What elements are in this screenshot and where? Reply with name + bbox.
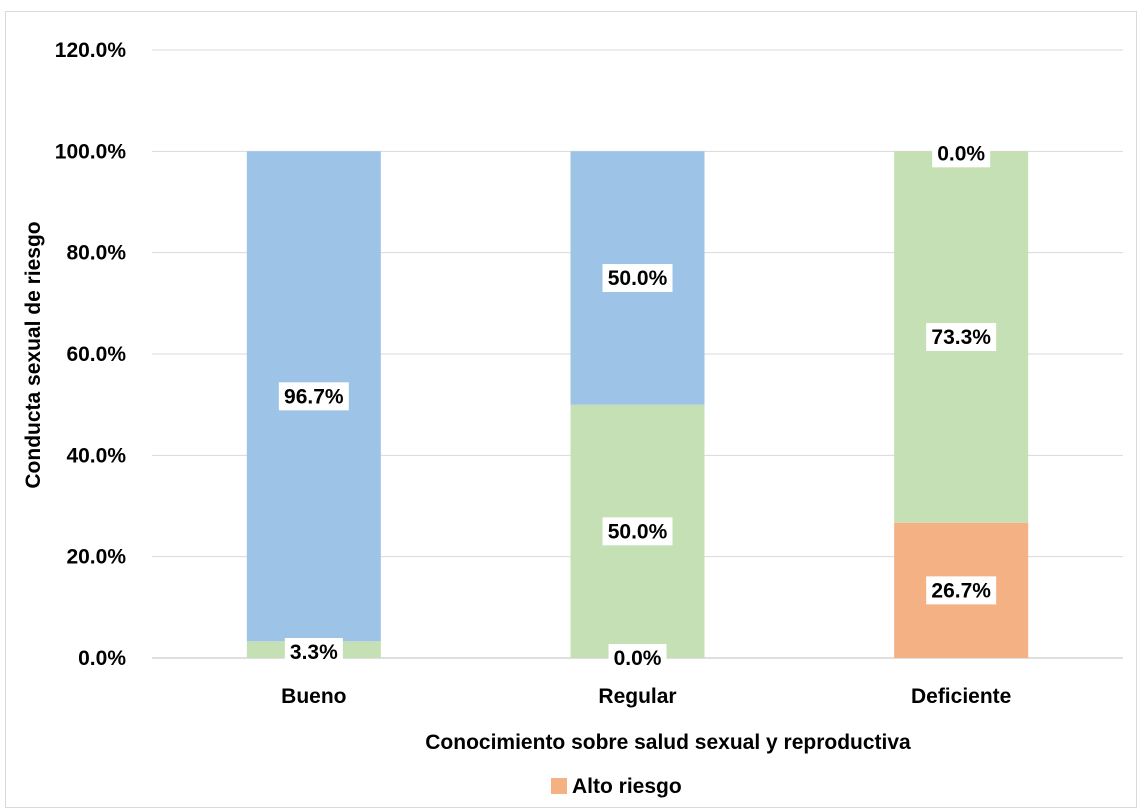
data-label-text: 50.0% — [608, 267, 668, 290]
y-tick-label: 40.0% — [66, 444, 126, 467]
data-label-bg — [608, 644, 667, 672]
x-axis-title: Conocimiento sobre salud sexual y reprod… — [425, 731, 911, 754]
data-label-bg — [602, 517, 673, 546]
data-label-bg — [284, 638, 343, 666]
data-label-text: 0.0% — [614, 647, 662, 670]
y-tick-label: 80.0% — [66, 242, 126, 265]
y-tick-label: 120.0% — [55, 39, 127, 62]
data-label: 96.7% — [278, 382, 349, 411]
y-axis-ticks: 0.0% 20.0% 40.0% 60.0% 80.0% 100.0% 120.0% — [55, 39, 127, 670]
data-label: 73.3% — [926, 323, 997, 352]
data-label-bg — [602, 264, 673, 292]
data-label-bg — [926, 576, 997, 605]
legend: Alto riesgo — [551, 775, 682, 798]
data-label-text: 73.3% — [931, 326, 991, 349]
data-label-text: 50.0% — [608, 520, 668, 543]
y-tick-label: 100.0% — [55, 140, 127, 163]
legend-label: Alto riesgo — [572, 775, 682, 798]
legend-swatch — [551, 778, 567, 794]
data-label: 50.0% — [602, 517, 673, 546]
data-label: 0.0% — [608, 644, 667, 672]
data-label: 50.0% — [602, 264, 673, 292]
data-label-text: 26.7% — [931, 579, 991, 602]
data-label-text: 0.0% — [937, 142, 985, 165]
x-category-label: Bueno — [281, 685, 346, 708]
x-category-label: Regular — [598, 685, 676, 708]
bars — [246, 151, 1029, 658]
x-category-label: Deficiente — [911, 685, 1011, 708]
data-label: 26.7% — [926, 576, 997, 605]
x-axis-categories: Bueno Regular Deficiente — [281, 685, 1011, 708]
y-tick-label: 60.0% — [66, 343, 126, 366]
y-tick-label: 20.0% — [66, 546, 126, 569]
data-label-bg — [926, 323, 997, 352]
data-label-text: 3.3% — [290, 641, 338, 664]
y-axis-title: Conducta sexual de riesgo — [22, 221, 45, 488]
y-tick-label: 0.0% — [78, 647, 126, 670]
data-label-text: 96.7% — [284, 385, 344, 408]
data-label: 0.0% — [932, 139, 991, 168]
data-label-bg — [932, 139, 991, 168]
data-label: 3.3% — [284, 638, 343, 666]
data-label-bg — [278, 382, 349, 411]
data-labels: 26.7% 3.3% 50.0% 73.3% 96.7% 50.0% 0.0% 0.0% — [278, 139, 997, 672]
